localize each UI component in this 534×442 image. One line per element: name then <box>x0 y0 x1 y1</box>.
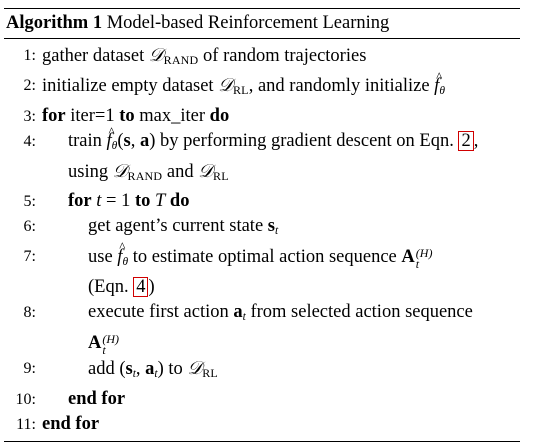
subscript-rand: RAND <box>163 53 199 67</box>
subscript-theta: θ <box>122 256 129 268</box>
algorithm-line-10: 10 end for <box>4 387 520 412</box>
algorithm-line-5: 5 for t = 1 to T do <box>4 189 520 214</box>
line-text: use <box>88 247 113 267</box>
equation-link[interactable]: 4 <box>133 277 149 297</box>
math-f-hat: f <box>117 234 125 270</box>
algorithm-line-1: 1 gather dataset 𝒟RAND of random traject… <box>4 43 520 73</box>
math-D: 𝒟 <box>112 161 128 182</box>
keyword-to: to <box>119 106 135 126</box>
math-a: a <box>139 131 150 151</box>
algorithm-line-6: 6 get agent’s current state st <box>4 214 520 244</box>
subscript-rl: RL <box>202 366 218 380</box>
line-number: 2 <box>4 73 36 98</box>
subscript-rl: RL <box>213 169 229 183</box>
subscript-t: t <box>415 257 420 271</box>
equation-link[interactable]: 2 <box>458 131 474 151</box>
line-number: 5 <box>4 189 36 214</box>
math-f-hat: f <box>107 119 115 154</box>
line-text: and <box>166 162 194 182</box>
line-text: to estimate optimal action sequence <box>132 247 397 267</box>
algorithm-label: Algorithm 1 <box>6 13 103 33</box>
algorithm-line-2: 2 initialize empty dataset 𝒟RL, and rand… <box>4 64 520 104</box>
algorithm-line-3: 3 for iter=1 to max_iter do <box>4 104 520 129</box>
line-text: train <box>68 131 102 151</box>
math-A: A <box>88 333 102 353</box>
subscript-t: t <box>242 311 246 323</box>
subscript-t: t <box>154 368 158 380</box>
line-text: (Eqn. <box>88 277 129 297</box>
superscript-H: (H) <box>102 332 120 346</box>
math-D: 𝒟 <box>187 358 203 379</box>
line-text: execute first action <box>88 302 229 322</box>
algorithm-title: Model-based Reinforcement Learning <box>106 13 390 33</box>
algorithm-line-8: 8 execute first action at from selected … <box>4 300 520 330</box>
line-number: 10 <box>4 387 36 412</box>
algorithm-line-11: 11 end for <box>4 412 520 437</box>
line-number: 9 <box>4 356 36 381</box>
math-s: s <box>267 216 275 236</box>
math-D: 𝒟 <box>218 75 233 96</box>
line-number: 7 <box>4 244 36 270</box>
math-s: s <box>125 359 133 379</box>
algorithm-line-9: 9 add (st, at) to 𝒟RL <box>4 356 520 387</box>
line-text: from selected action sequence <box>250 302 473 322</box>
math-A: A <box>401 247 415 267</box>
math-f-hat: f <box>434 64 442 99</box>
line-text: to <box>168 359 183 379</box>
keyword-do: do <box>169 191 190 211</box>
algorithm-body: 1 gather dataset 𝒟RAND of random traject… <box>4 39 520 441</box>
math-D: 𝒟 <box>198 161 214 182</box>
line-text: get agent’s current state <box>88 216 264 236</box>
subscript-t: t <box>275 225 279 237</box>
math-D: 𝒟 <box>148 45 164 66</box>
line-number: 11 <box>4 412 36 437</box>
line-text: max_iter <box>139 106 206 126</box>
subscript-t: t <box>102 343 106 357</box>
line-text: ) <box>148 277 155 297</box>
math-a: a <box>145 359 155 379</box>
line-number: 3 <box>4 104 36 129</box>
line-number: 8 <box>4 300 36 325</box>
line-text: of random trajectories <box>203 46 367 66</box>
line-text: = 1 <box>106 191 131 211</box>
line-text: initialize empty dataset <box>42 76 214 96</box>
line-text: iter=1 <box>70 106 115 126</box>
algorithm-block: Algorithm 1 Model-based Reinforcement Le… <box>4 8 520 442</box>
keyword-end-for: end for <box>68 389 126 409</box>
header-rule <box>4 38 520 39</box>
algorithm-line-4: 4 train fθ(s, a) by performing gradient … <box>4 119 520 159</box>
math-t: t <box>96 191 102 211</box>
subscript-t: t <box>132 368 136 380</box>
math-T: T <box>155 191 166 211</box>
algorithm-line-8-cont: A (H) t <box>4 330 520 356</box>
line-text: using <box>68 162 109 182</box>
line-text: gather dataset <box>42 46 145 66</box>
line-text: , <box>473 131 479 151</box>
subscript-rand: RAND <box>127 169 163 183</box>
line-number: 6 <box>4 214 36 239</box>
math-a: a <box>233 302 243 322</box>
keyword-to: to <box>134 191 151 211</box>
keyword-for: for <box>42 106 66 126</box>
top-rule <box>4 8 520 9</box>
superscript-H: (H) <box>415 246 433 260</box>
line-number: 4 <box>4 129 36 154</box>
algorithm-line-4-cont: using 𝒟RAND and 𝒟RL <box>4 159 520 189</box>
math-s: s <box>123 131 131 151</box>
subscript-theta: θ <box>111 140 118 152</box>
keyword-end-for: end for <box>42 414 100 434</box>
super-sub-stack: (H) t <box>415 246 433 271</box>
keyword-for: for <box>68 191 92 211</box>
keyword-do: do <box>209 106 230 126</box>
line-number: 1 <box>4 43 36 68</box>
subscript-rl: RL <box>232 83 249 97</box>
line-text: , and randomly initialize <box>248 76 430 96</box>
algorithm-line-7: 7 use fθ to estimate optimal action sequ… <box>4 234 520 275</box>
super-sub-stack: (H) t <box>102 332 120 357</box>
line-text: add <box>88 359 115 379</box>
algorithm-line-7-cont: (Eqn. 4) <box>4 275 520 300</box>
algorithm-header: Algorithm 1 Model-based Reinforcement Le… <box>4 9 520 38</box>
subscript-theta: θ <box>439 85 445 97</box>
line-text: by performing gradient descent on Eqn. <box>160 131 454 151</box>
